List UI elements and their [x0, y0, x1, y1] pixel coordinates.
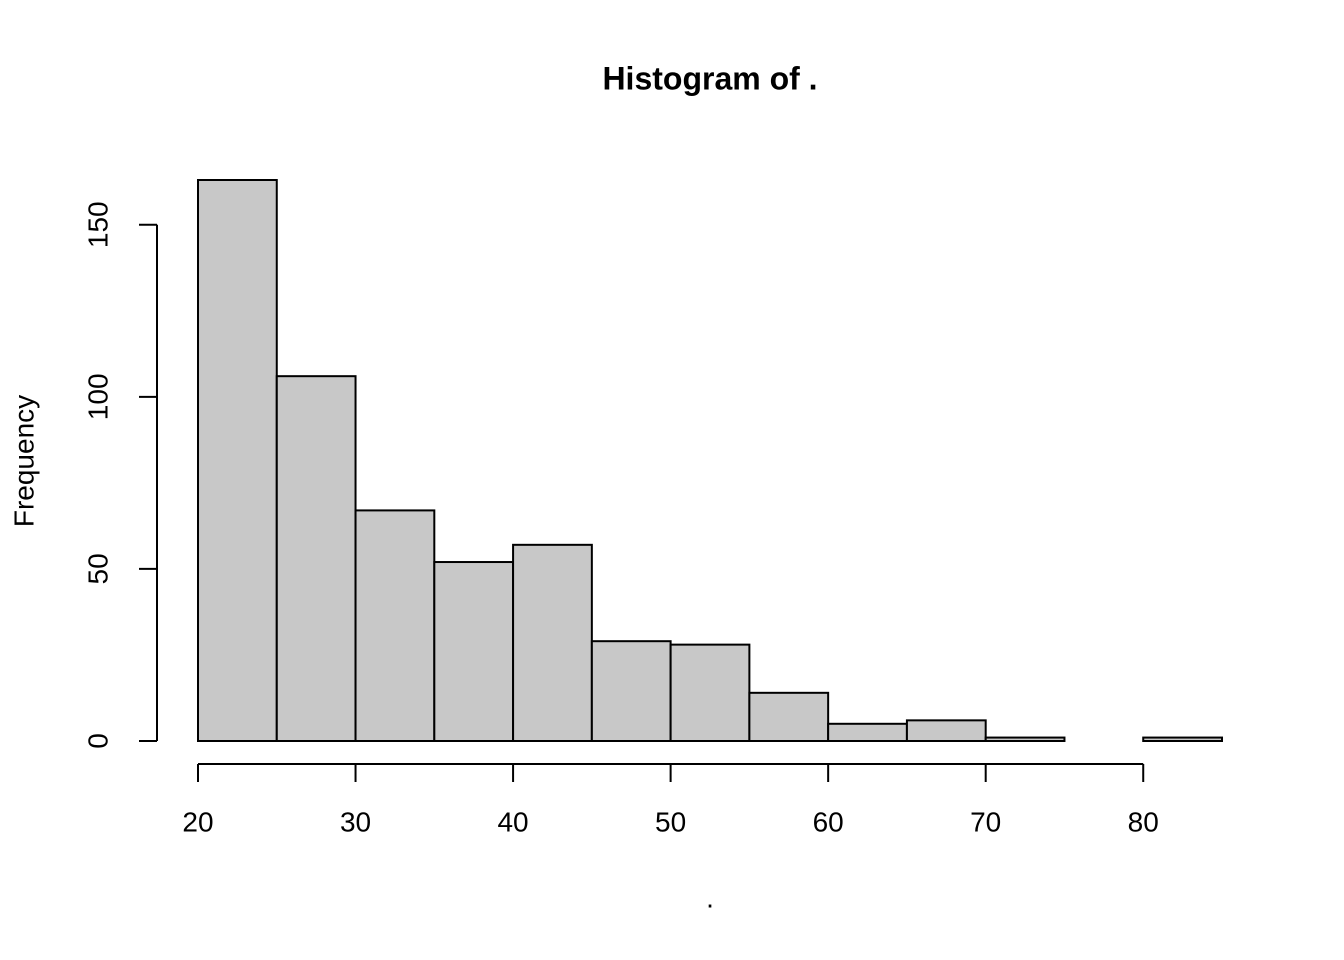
bar [433, 561, 515, 743]
y-tick-label: 100 [82, 373, 113, 420]
bar [1142, 736, 1223, 743]
x-tick-label: 80 [1128, 806, 1159, 837]
bar [354, 509, 436, 742]
x-tick-label: 20 [182, 806, 213, 837]
x-tick-label: 60 [813, 806, 844, 837]
bar [512, 543, 593, 742]
y-axis-label: Frequency [8, 395, 39, 527]
x-tick-label: 30 [340, 806, 371, 837]
bar [748, 691, 830, 743]
y-tick-label: 0 [82, 733, 113, 749]
y-tick-label: 150 [82, 201, 113, 248]
x-tick-label: 70 [970, 806, 1001, 837]
bar [197, 179, 278, 742]
chart-title: Histogram of . [602, 60, 817, 96]
bar [905, 719, 987, 742]
bar [590, 640, 672, 742]
x-tick-label: 40 [497, 806, 528, 837]
bar [669, 643, 751, 742]
x-axis-label: . [706, 882, 714, 913]
bar [275, 375, 357, 742]
bar [827, 722, 908, 742]
y-tick-label: 50 [82, 553, 113, 584]
x-tick-label: 50 [655, 806, 686, 837]
bar [984, 736, 1066, 743]
